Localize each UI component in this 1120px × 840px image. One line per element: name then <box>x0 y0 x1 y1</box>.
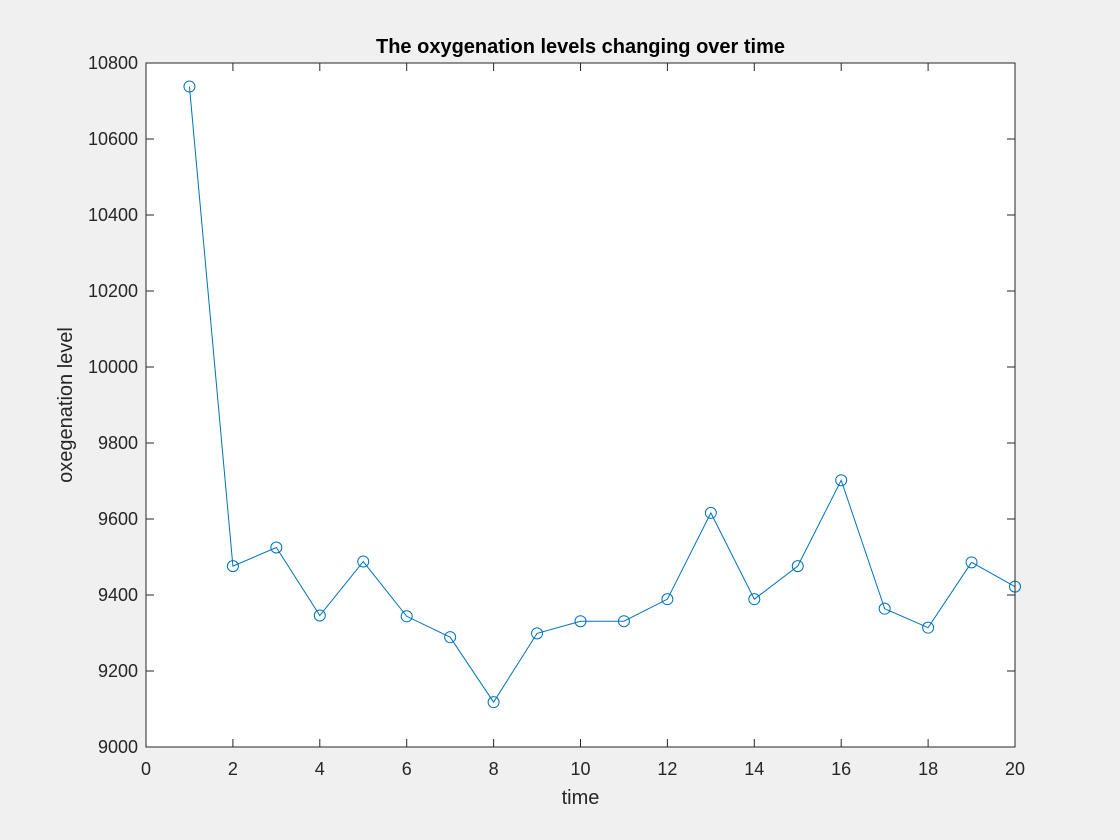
x-tick-label: 8 <box>489 759 499 779</box>
x-tick-label: 20 <box>1005 759 1025 779</box>
series-line <box>188 86 1016 704</box>
data-point-marker <box>400 610 413 623</box>
y-tick-label: 10800 <box>88 53 138 73</box>
data-point-marker <box>791 560 804 573</box>
data-point-marker <box>574 615 587 628</box>
y-tick-label: 9200 <box>98 661 138 681</box>
axes-box <box>145 62 1016 748</box>
series-layer <box>183 80 1021 709</box>
data-point-marker <box>922 621 935 634</box>
x-axis-ticks: 0 2 4 6 8 10 12 14 16 18 20 <box>141 63 1025 779</box>
data-point-marker <box>878 602 891 615</box>
y-axis-ticks: 9000 9200 9400 9600 9800 10000 10200 10400 10600… <box>88 53 1015 757</box>
y-tick-label: 10200 <box>88 281 138 301</box>
data-point-marker <box>487 696 500 709</box>
y-tick-label: 9000 <box>98 737 138 757</box>
data-point-marker <box>313 609 326 622</box>
y-tick-label: 9800 <box>98 433 138 453</box>
data-point-marker <box>270 541 283 554</box>
data-point-marker <box>617 615 630 628</box>
y-tick-label: 9600 <box>98 509 138 529</box>
x-tick-label: 18 <box>918 759 938 779</box>
data-point-marker <box>965 556 978 569</box>
y-tick-label: 10600 <box>88 129 138 149</box>
y-tick-label: 10000 <box>88 357 138 377</box>
y-tick-label: 10400 <box>88 205 138 225</box>
data-point-marker <box>444 631 457 644</box>
chart-title: The oxygenation levels changing over tim… <box>376 36 785 58</box>
data-point-marker <box>531 627 544 640</box>
x-tick-label: 12 <box>657 759 677 779</box>
x-tick-label: 14 <box>744 759 764 779</box>
data-point-marker <box>226 560 239 573</box>
x-tick-label: 10 <box>570 759 590 779</box>
axes-background <box>146 63 1015 747</box>
x-tick-label: 4 <box>315 759 325 779</box>
data-point-marker <box>183 80 196 93</box>
x-tick-label: 2 <box>228 759 238 779</box>
x-tick-label: 6 <box>402 759 412 779</box>
x-tick-label: 16 <box>831 759 851 779</box>
data-point-marker <box>357 555 370 568</box>
y-tick-label: 9400 <box>98 585 138 605</box>
x-axis-label: time <box>562 787 600 809</box>
x-tick-label: 0 <box>141 759 151 779</box>
data-point-marker <box>835 474 848 487</box>
y-axis-label: oxegenation level <box>55 327 77 483</box>
data-point-marker <box>748 593 761 606</box>
data-point-marker <box>661 593 674 606</box>
data-point-marker <box>704 506 717 519</box>
